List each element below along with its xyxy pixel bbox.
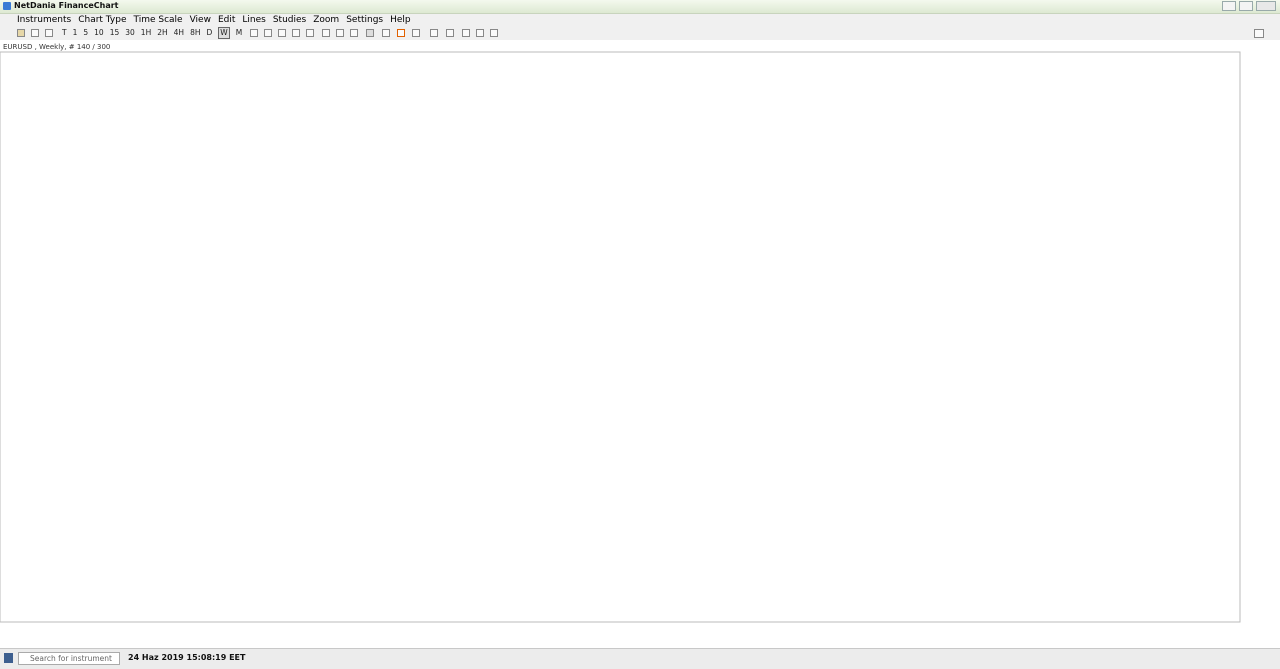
timeframe-button[interactable]: 8H <box>190 28 201 37</box>
tool-button[interactable] <box>490 29 498 37</box>
menu-item[interactable]: Time Scale <box>133 15 183 25</box>
window-title: NetDania FinanceChart <box>14 1 119 10</box>
timeframe-button[interactable]: T <box>62 28 67 37</box>
line-button[interactable] <box>45 29 53 37</box>
status-icon <box>4 653 13 663</box>
app-icon <box>3 2 11 10</box>
tool-button[interactable] <box>336 29 344 37</box>
menu-item[interactable]: Edit <box>217 15 236 25</box>
tool-button[interactable] <box>264 29 272 37</box>
status-datetime: 24 Haz 2019 15:08:19 EET <box>128 653 246 662</box>
tool-button[interactable] <box>278 29 286 37</box>
timeframes: T 1 5 10 15 30 1H 2H 4H 8H D W M <box>62 27 248 39</box>
menu-bar: Instruments Chart Type Time Scale View Edit L… <box>0 14 1280 26</box>
timeframe-button[interactable]: W <box>218 27 230 39</box>
timeframe-button[interactable]: 1 <box>72 28 78 37</box>
chart-title: EURUSD , Weekly, # 140 / 300 <box>3 43 110 51</box>
tool-button[interactable] <box>430 29 438 37</box>
timeframe-button[interactable]: 2H <box>157 28 168 37</box>
menu-item[interactable]: Instruments <box>17 15 72 25</box>
menu-item[interactable]: Help <box>390 15 411 25</box>
menu-item[interactable]: View <box>189 15 211 25</box>
tool-button[interactable] <box>397 29 405 37</box>
timeframe-button[interactable]: 5 <box>83 28 89 37</box>
plot-frame <box>0 51 1241 623</box>
timeframe-button[interactable]: M <box>235 28 243 37</box>
tool-button[interactable] <box>350 29 358 37</box>
menu-item[interactable]: Zoom <box>313 15 340 25</box>
timeframe-button[interactable]: 30 <box>125 28 135 37</box>
timeframe-button[interactable]: D <box>206 28 213 37</box>
status-bar: Search for instrument 24 Haz 2019 15:08:… <box>0 648 1280 669</box>
timeframe-button[interactable]: 1H <box>140 28 152 37</box>
menu-item[interactable]: Settings <box>346 15 384 25</box>
close-button[interactable] <box>1256 1 1276 11</box>
minimize-button[interactable] <box>1222 1 1236 11</box>
chart-background <box>0 40 1280 648</box>
tool-button[interactable] <box>446 29 454 37</box>
tool-button[interactable] <box>250 29 258 37</box>
menu-item[interactable]: Chart Type <box>78 15 127 25</box>
title-bar: NetDania FinanceChart <box>0 0 1280 14</box>
tool-button[interactable] <box>322 29 330 37</box>
menu-item[interactable]: Studies <box>272 15 307 25</box>
panel-button[interactable] <box>1254 29 1264 38</box>
timeframe-button[interactable]: 10 <box>94 28 104 37</box>
candle-button[interactable] <box>17 29 25 37</box>
chart: EURUSD , Weekly, # 140 / 300 <box>0 40 1280 648</box>
bar-button[interactable] <box>31 29 39 37</box>
tool-button[interactable] <box>306 29 314 37</box>
tool-button[interactable] <box>292 29 300 37</box>
maximize-button[interactable] <box>1239 1 1253 11</box>
tool-button[interactable] <box>412 29 420 37</box>
menu-item[interactable]: Lines <box>242 15 266 25</box>
search-box[interactable]: Search for instrument <box>18 652 120 665</box>
tool-button[interactable] <box>476 29 484 37</box>
timeframe-button[interactable]: 15 <box>109 28 120 37</box>
timeframe-button[interactable]: 4H <box>173 28 185 37</box>
tool-button[interactable] <box>366 29 374 37</box>
tool-button[interactable] <box>462 29 470 37</box>
tool-button[interactable] <box>382 29 390 37</box>
